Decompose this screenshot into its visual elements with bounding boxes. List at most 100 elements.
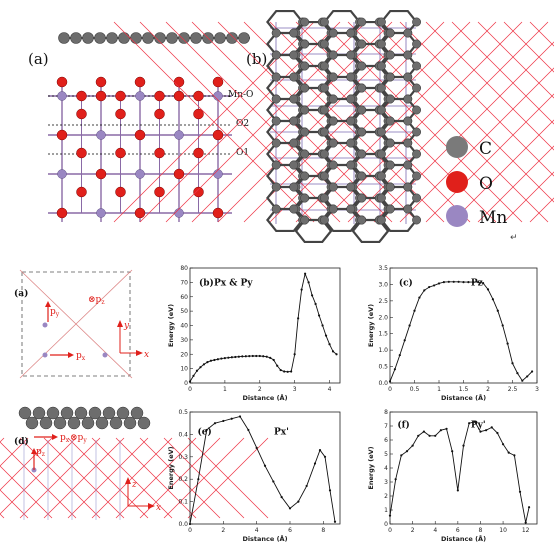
carbon-atom — [319, 105, 329, 115]
x-axis-label: Distance (Å) — [242, 534, 287, 543]
data-point — [442, 281, 445, 284]
oxygen-atom — [76, 186, 87, 198]
carbon-atom — [82, 32, 94, 44]
carbon-atom — [53, 416, 67, 430]
carbon-atom — [88, 406, 102, 420]
carbon-atom — [300, 39, 310, 49]
y-tick-label: 6 — [384, 437, 388, 444]
chart-2: 0 2 4 6 8 0.0 0.1 0.2 0.3 0.4 0.5 Distance (Å) Energ… — [167, 409, 341, 543]
oxygen-atom — [115, 147, 126, 159]
carbon-atom — [289, 72, 299, 82]
carbon-atom — [271, 116, 281, 126]
data-point — [477, 281, 480, 284]
data-point — [439, 429, 442, 432]
data-point — [321, 324, 324, 327]
oxygen-atom — [134, 207, 146, 219]
data-point — [467, 281, 470, 284]
data-point — [398, 353, 401, 357]
data-point — [516, 372, 519, 375]
data-point — [283, 370, 286, 373]
return-mark: ↵ — [510, 233, 518, 243]
data-point — [411, 444, 414, 447]
x-tick-label: 12 — [522, 527, 530, 534]
chart-title: Px' — [274, 427, 289, 437]
carbon-atom — [95, 416, 109, 430]
mn-atom — [102, 352, 108, 358]
data-point — [251, 354, 254, 358]
schematic-d-lattice — [0, 406, 269, 520]
chart-title: Pz — [471, 278, 483, 288]
data-point — [482, 282, 485, 285]
data-point — [288, 507, 292, 510]
data-point — [331, 350, 335, 353]
z-axis-label: z — [131, 480, 137, 490]
data-point — [422, 430, 426, 433]
carbon-atom — [328, 138, 338, 148]
carbon-atom — [376, 61, 386, 71]
data-point — [486, 288, 490, 291]
data-point — [202, 363, 206, 366]
data-point — [238, 415, 242, 418]
panel-label: (b) — [199, 277, 214, 288]
data-point — [405, 450, 409, 453]
substrate-line — [139, 437, 221, 519]
data-point — [423, 289, 426, 292]
manganese-atom — [135, 169, 145, 179]
y-tick-label: 40 — [180, 323, 188, 330]
x-tick-label: 3 — [293, 386, 297, 393]
carbon-atom — [385, 160, 395, 170]
carbon-atom — [39, 416, 53, 430]
carbon-atom — [271, 94, 281, 104]
substrate-line — [187, 437, 269, 519]
x-tick-label: 0.5 — [410, 386, 420, 393]
carbon-atom — [32, 406, 46, 420]
x-tick-label: 1 — [223, 386, 227, 393]
data-point — [269, 356, 272, 359]
data-point — [328, 489, 332, 492]
y-tick-label: 2 — [384, 493, 388, 500]
data-point — [452, 280, 455, 283]
data-point — [199, 366, 202, 369]
carbon-atom — [403, 182, 413, 192]
data-point — [307, 281, 310, 284]
substrate-line — [0, 437, 53, 491]
carbon-atom — [346, 50, 356, 60]
data-point — [272, 480, 275, 483]
series-line — [389, 281, 533, 382]
oxygen-atom — [173, 168, 185, 180]
carbon-atom — [385, 50, 395, 60]
carbon-atom — [376, 215, 386, 225]
substrate-line — [477, 145, 554, 223]
data-point — [479, 430, 482, 433]
carbon-atom — [271, 138, 281, 148]
oxygen-atom — [212, 76, 224, 88]
carbon-atom — [357, 105, 367, 115]
y-tick-label: 0.3 — [178, 454, 188, 461]
pz-label: ⊗pz — [88, 295, 104, 306]
carbon-atom — [376, 83, 386, 93]
substrate-line — [0, 437, 29, 467]
substrate-line — [67, 437, 149, 519]
y-tick-label: 1 — [384, 507, 388, 514]
y-tick-label: 30 — [180, 337, 188, 344]
carbon-atom — [300, 171, 310, 181]
oxygen-atom — [212, 129, 224, 141]
oxygen-atom — [95, 90, 107, 102]
data-point — [290, 370, 293, 373]
data-point — [513, 454, 516, 457]
oxygen-atom — [173, 90, 185, 102]
substrate-line — [269, 21, 471, 223]
oxygen-atom — [154, 147, 165, 159]
manganese-atom — [57, 169, 67, 179]
panel-a-label: (a) — [28, 50, 49, 68]
y-tick-label: 0.0 — [178, 521, 188, 528]
oxygen-atom — [134, 129, 146, 141]
data-point — [437, 282, 441, 285]
carbon-atom — [346, 116, 356, 126]
carbon-atom — [60, 406, 74, 420]
carbon-atom — [289, 28, 299, 38]
x-tick-label: 0 — [188, 527, 192, 534]
oxygen-atom — [95, 76, 107, 88]
y-axis-label: Energy (eV) — [167, 304, 175, 347]
